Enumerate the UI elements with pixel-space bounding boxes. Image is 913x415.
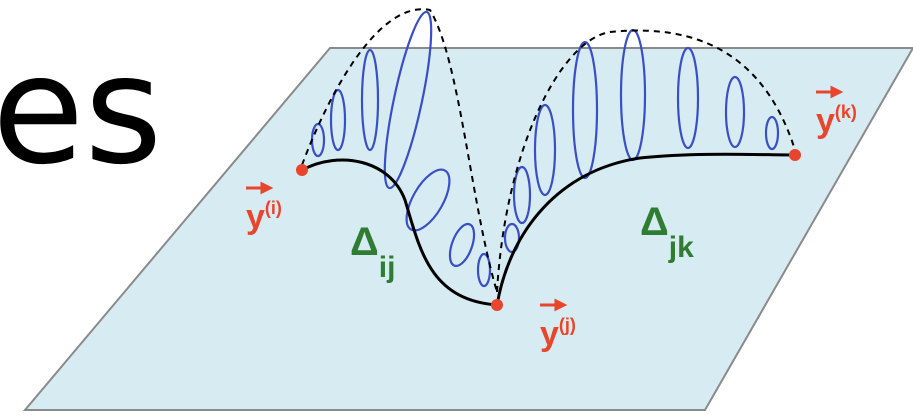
point-superscript: (j) [559,315,576,335]
edge-subscript: ij [379,251,396,284]
point-symbol: y [246,198,265,236]
slide: es y(i) y(j) y(k) Δij Δjk [0,0,913,415]
point-symbol: y [540,315,559,353]
slide-text: es [0,24,162,198]
point-superscript: (i) [265,198,282,218]
point [491,299,503,311]
edge-subscript: jk [668,231,694,264]
edge-symbol: Δ [640,200,669,244]
point-symbol: y [816,102,835,140]
point-superscript: (k) [835,102,857,122]
edge-symbol: Δ [350,220,379,264]
point [789,149,801,161]
point [296,164,308,176]
